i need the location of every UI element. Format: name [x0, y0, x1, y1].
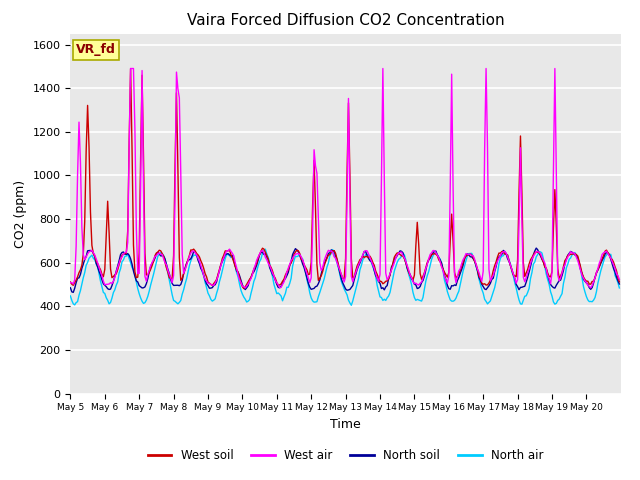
Legend: West soil, West air, North soil, North air: West soil, West air, North soil, North a… [143, 444, 548, 467]
Text: VR_fd: VR_fd [76, 43, 116, 56]
X-axis label: Time: Time [330, 418, 361, 431]
Title: Vaira Forced Diffusion CO2 Concentration: Vaira Forced Diffusion CO2 Concentration [187, 13, 504, 28]
Y-axis label: CO2 (ppm): CO2 (ppm) [14, 180, 27, 248]
